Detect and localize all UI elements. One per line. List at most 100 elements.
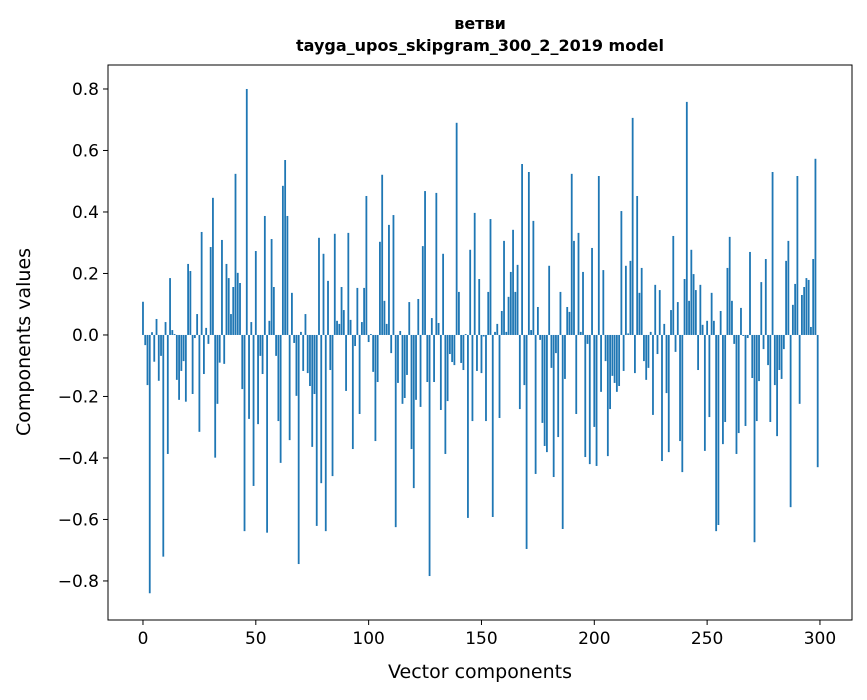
bar <box>485 334 487 422</box>
bar <box>638 292 641 335</box>
bar <box>266 334 268 533</box>
bar <box>794 283 797 335</box>
bar <box>415 334 417 400</box>
bar <box>205 327 208 335</box>
bar <box>230 314 232 335</box>
bar <box>408 302 411 335</box>
bar <box>394 334 397 528</box>
bar <box>279 334 282 463</box>
bar <box>184 334 187 402</box>
bar <box>667 334 670 453</box>
y-tick-label: −0.2 <box>58 387 99 407</box>
bar <box>494 331 496 335</box>
bar <box>243 334 246 532</box>
bar <box>275 334 278 356</box>
bar <box>505 331 508 335</box>
bar <box>403 334 406 398</box>
bar <box>417 298 420 335</box>
bar <box>259 334 262 356</box>
x-tick-label: 150 <box>465 629 497 649</box>
bar <box>302 334 305 371</box>
bar <box>313 334 316 395</box>
bar <box>356 287 359 335</box>
bar <box>546 334 548 453</box>
bar <box>155 318 158 335</box>
bar <box>178 334 180 400</box>
bar <box>548 265 551 335</box>
bar <box>270 239 273 335</box>
bar <box>649 331 652 335</box>
bar <box>234 173 237 335</box>
bar <box>180 334 183 371</box>
bar <box>392 215 395 335</box>
bar <box>561 334 564 529</box>
bar <box>446 334 449 402</box>
bar <box>406 334 408 375</box>
x-tick-label: 100 <box>352 629 384 649</box>
bar <box>629 260 632 335</box>
bar <box>555 334 557 354</box>
bar <box>685 101 688 335</box>
bar <box>787 240 790 335</box>
bar <box>703 334 706 451</box>
bar <box>207 334 210 344</box>
bar <box>376 334 379 383</box>
bar <box>539 334 542 340</box>
bar <box>166 334 169 454</box>
bar <box>329 334 332 371</box>
bar <box>573 240 575 335</box>
bar <box>728 236 731 335</box>
bar <box>557 334 560 438</box>
bar <box>801 294 803 335</box>
bar <box>232 287 235 335</box>
bar <box>643 334 645 362</box>
bar <box>816 334 819 468</box>
bar <box>390 334 393 354</box>
bar <box>760 282 763 335</box>
bar <box>699 284 702 335</box>
bar <box>214 334 217 458</box>
bar <box>489 219 492 335</box>
bar <box>624 265 627 335</box>
bar <box>692 274 695 335</box>
bar <box>281 185 284 335</box>
bar <box>478 279 481 335</box>
bar <box>498 334 501 418</box>
bar <box>595 334 598 466</box>
bar <box>663 323 666 335</box>
bar <box>320 334 323 484</box>
bar <box>500 310 503 335</box>
bar <box>550 334 553 368</box>
bar <box>144 334 147 346</box>
bar <box>584 334 587 458</box>
bar <box>604 334 607 362</box>
bar <box>688 300 690 335</box>
bar <box>236 272 239 335</box>
bar <box>521 164 523 335</box>
bar <box>552 334 555 478</box>
y-tick-label: 0.0 <box>72 326 99 346</box>
bar <box>306 334 309 374</box>
x-tick-label: 250 <box>691 629 723 649</box>
bar <box>397 334 399 383</box>
bar <box>153 334 156 362</box>
y-tick-label: 0.2 <box>72 264 99 284</box>
bar <box>615 334 618 392</box>
bar <box>354 334 356 347</box>
bar <box>740 307 742 335</box>
bar <box>245 88 248 335</box>
bar <box>252 334 255 486</box>
chart-title: ветви <box>454 14 506 33</box>
bar <box>658 290 661 335</box>
bar <box>778 334 781 371</box>
bar <box>672 235 675 335</box>
bar <box>588 334 591 465</box>
bar <box>223 334 226 364</box>
bar <box>225 263 228 335</box>
bar <box>315 334 318 526</box>
y-tick-label: 0.8 <box>72 80 99 100</box>
bar <box>284 160 287 335</box>
bar <box>198 334 201 432</box>
bar <box>566 306 569 335</box>
bar <box>311 334 314 447</box>
